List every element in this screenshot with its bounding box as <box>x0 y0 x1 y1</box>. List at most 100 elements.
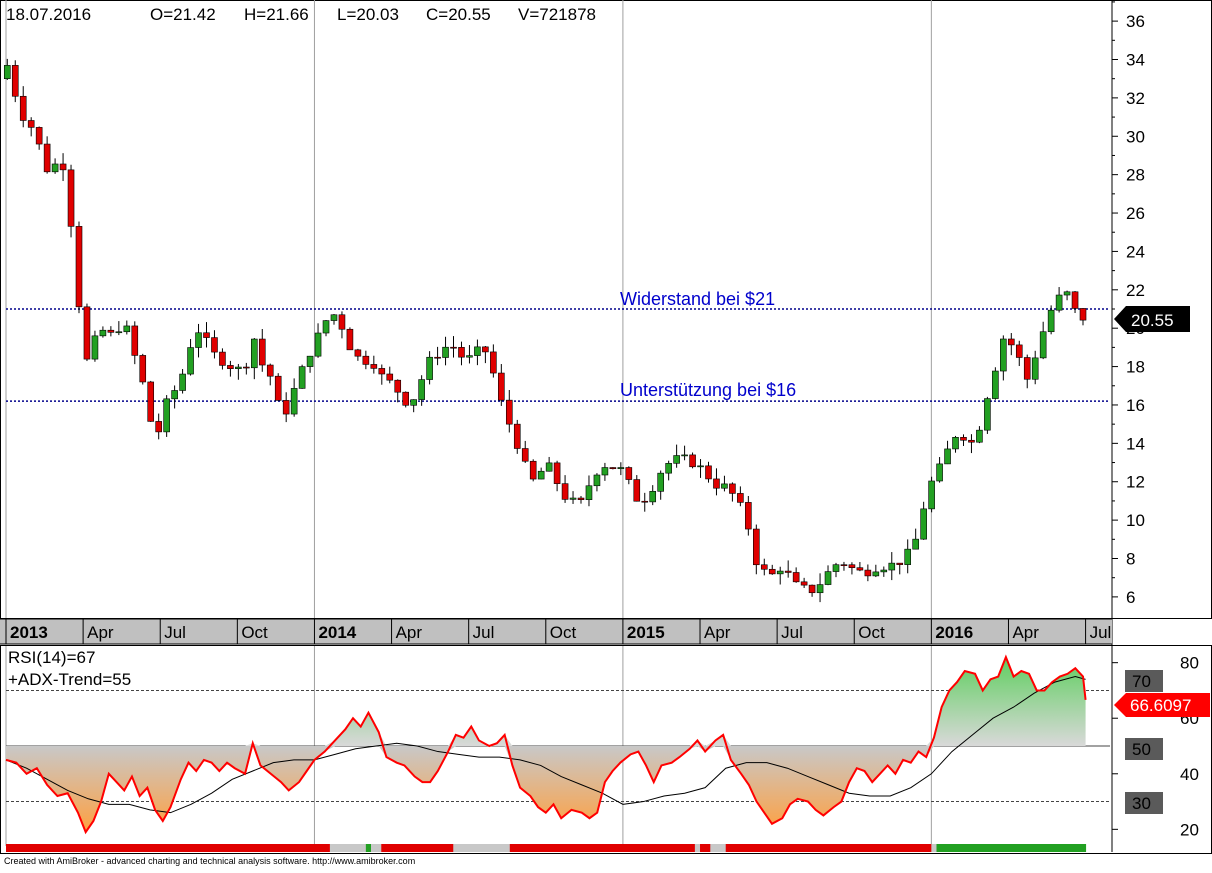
trend-ribbon-segment <box>879 844 886 852</box>
candle-up <box>904 548 912 565</box>
candle-down <box>219 351 226 366</box>
trend-ribbon-segment <box>103 844 110 852</box>
header-low: L=20.03 <box>337 5 399 24</box>
price-y-tick-label: 22 <box>1126 281 1145 300</box>
trend-ribbon-segment <box>165 844 172 852</box>
trend-ribbon-segment <box>1049 844 1056 852</box>
trend-ribbon-segment <box>360 844 367 852</box>
price-y-tick-label: 12 <box>1126 473 1145 492</box>
trend-ribbon-segment <box>432 844 439 852</box>
trend-ribbon-segment <box>648 844 655 852</box>
candle-up <box>944 448 951 465</box>
candle-down <box>482 346 489 353</box>
trend-ribbon-segment <box>638 844 644 852</box>
trend-ribbon-segment <box>998 844 1004 852</box>
candle-up <box>51 163 59 173</box>
candle-down <box>258 338 266 366</box>
candle-up <box>1039 331 1047 359</box>
candle-up <box>306 355 314 367</box>
trend-ribbon-segment <box>36 844 43 852</box>
trend-ribbon-segment <box>242 844 249 852</box>
candle-down <box>394 379 402 393</box>
trend-ribbon-segment <box>180 844 187 852</box>
trend-ribbon-segment <box>478 844 485 852</box>
trend-ribbon-segment <box>26 844 33 852</box>
rsi-value-tag: 66.6097 <box>1114 693 1210 717</box>
candle-down <box>713 478 720 489</box>
trend-ribbon-segment <box>1065 844 1071 852</box>
trend-ribbon-segment <box>72 844 79 852</box>
candle-down <box>402 391 410 406</box>
trend-ribbon-segment <box>787 844 794 852</box>
trend-ribbon-segment <box>453 844 459 852</box>
trend-ribbon-segment <box>98 844 105 852</box>
trend-ribbon-segment <box>622 844 629 852</box>
candle-down <box>434 356 441 359</box>
trend-ribbon-segment <box>628 844 634 852</box>
trend-ribbon-segment <box>905 844 912 852</box>
candle-up <box>314 332 322 357</box>
trend-ribbon-segment <box>694 844 701 852</box>
candle-down <box>386 373 394 381</box>
price-y-tick-label: 28 <box>1126 166 1145 185</box>
candle-up <box>721 483 728 489</box>
candle-down <box>792 572 800 583</box>
candle-up <box>585 485 593 500</box>
trend-ribbon-segment <box>406 844 413 852</box>
trend-ribbon-segment <box>700 844 706 852</box>
candle-up <box>665 463 672 474</box>
candle-up <box>466 355 473 358</box>
trend-ribbon-segment <box>993 844 999 852</box>
ref-label-70: 70 <box>1132 672 1151 691</box>
trend-ribbon-segment <box>494 844 501 852</box>
candle-up <box>681 454 688 457</box>
header-date: 18.07.2016 <box>6 5 91 24</box>
trend-ribbon-segment <box>185 844 192 852</box>
candle-down <box>11 65 19 97</box>
candle-down <box>498 372 505 401</box>
rsi-below-fill <box>6 746 1086 833</box>
candle-up <box>91 335 99 360</box>
trend-ribbon-segment <box>139 844 146 852</box>
ref-label-50: 50 <box>1132 740 1151 759</box>
trend-ribbon-segment <box>509 844 516 852</box>
trend-ribbon-segment <box>823 844 830 852</box>
trend-ribbon-segment <box>463 844 470 852</box>
trend-ribbon-segment <box>473 844 480 852</box>
candle-up <box>569 497 577 500</box>
x-axis-label: Jul <box>781 623 803 642</box>
trend-ribbon-segment <box>304 844 310 852</box>
trend-ribbon-segment <box>746 844 752 852</box>
candle-up <box>673 455 680 464</box>
trend-ribbon-segment <box>771 844 778 852</box>
candle-up <box>123 325 131 333</box>
trend-ribbon-segment <box>484 844 490 852</box>
candle-down <box>338 314 346 330</box>
trend-ribbon-segment <box>813 844 819 852</box>
candle-down <box>131 325 139 356</box>
trend-ribbon-segment <box>849 844 855 852</box>
trend-ribbon-segment <box>612 844 619 852</box>
candle-up <box>601 467 609 476</box>
trend-ribbon-segment <box>674 844 680 852</box>
candle-up <box>99 329 107 337</box>
trend-ribbon-segment <box>633 844 639 852</box>
candle-down <box>745 502 752 530</box>
candle-down <box>968 439 975 443</box>
candle-down <box>896 562 904 565</box>
x-axis-label: Jul <box>473 623 495 642</box>
price-y-tick-label: 30 <box>1126 127 1145 146</box>
candle-down <box>521 448 529 462</box>
trend-ribbon-segment <box>782 844 788 852</box>
trend-ribbon-segment <box>365 844 372 852</box>
price-y-tick-label: 34 <box>1126 50 1145 69</box>
candle-down <box>553 462 561 484</box>
trend-ribbon-segment <box>946 844 953 852</box>
candle-up <box>776 570 784 575</box>
trend-ribbon-segment <box>792 844 799 852</box>
candle-up <box>537 470 545 480</box>
adx-series-line <box>5 676 1086 814</box>
trend-ribbon-segment <box>77 844 84 852</box>
candle-down <box>370 364 378 369</box>
price-y-tick-label: 32 <box>1126 89 1145 108</box>
